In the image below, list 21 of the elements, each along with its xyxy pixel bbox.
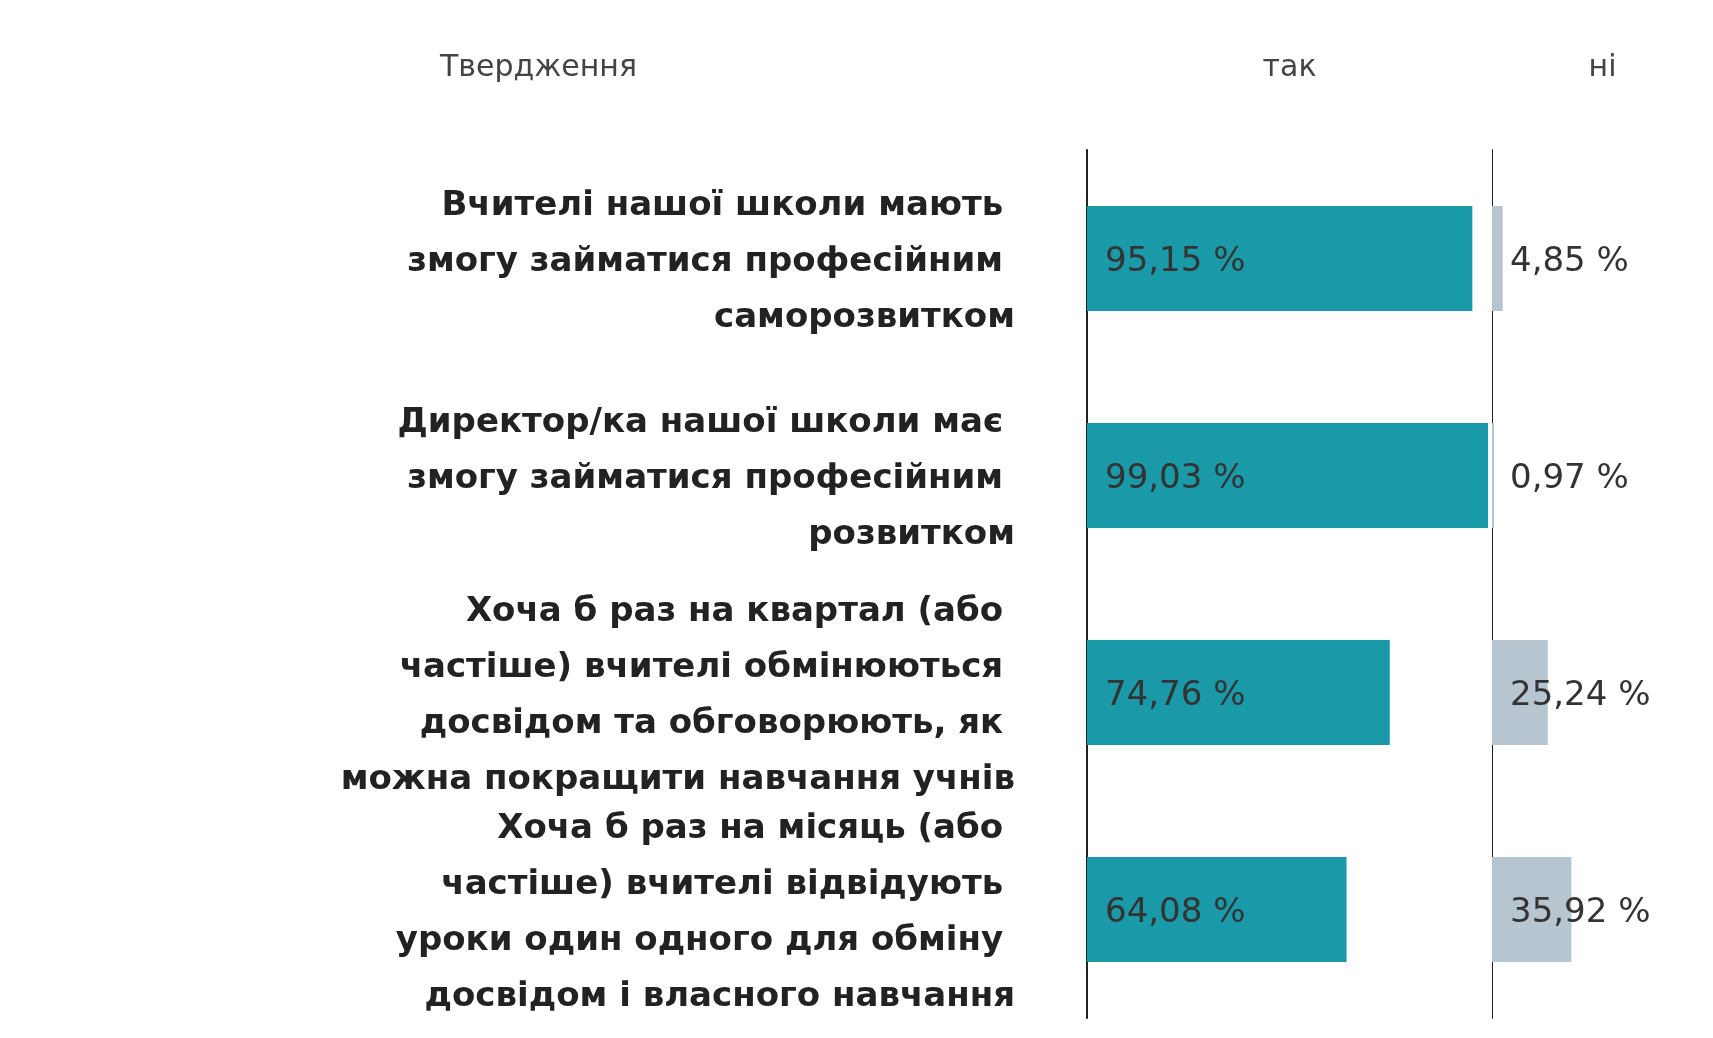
y-tick-label: Вчителі нашої школи мають змогу займатися професійним саморозвитком <box>407 182 1015 335</box>
text: так <box>1262 47 1317 83</box>
y-axis-title: Твердження <box>438 47 637 83</box>
bar <box>1087 423 1489 528</box>
data-label: 74,76 % <box>1105 672 1246 713</box>
data-label: 25,24 % <box>1510 672 1651 713</box>
y-tick-label: Хоча б раз на квартал (або частіше) вчителі обмінюються досвідом та обговорюють, як можна покращити навчання учнів <box>340 588 1015 797</box>
bar <box>1087 206 1473 311</box>
data-label: 64,08 % <box>1105 889 1246 930</box>
bar <box>1492 423 1495 528</box>
text: ні <box>1588 47 1617 83</box>
bar <box>1087 857 1347 962</box>
data-label: 35,92 % <box>1510 889 1651 930</box>
bar <box>1087 640 1390 745</box>
data-label: 95,15 % <box>1105 238 1246 279</box>
data-label: 99,03 % <box>1105 455 1246 496</box>
data-label: 4,85 % <box>1510 238 1629 279</box>
bar <box>1492 206 1503 311</box>
y-tick-label: Хоча б раз на місяць (або частіше) вчителі відвідують уроки один одного для обміну досвідом і власного навчання <box>395 805 1015 1014</box>
y-tick-label: Директор/ка нашої школи має змогу займатися професійним розвитком <box>397 399 1015 552</box>
data-label: 0,97 % <box>1510 455 1629 496</box>
